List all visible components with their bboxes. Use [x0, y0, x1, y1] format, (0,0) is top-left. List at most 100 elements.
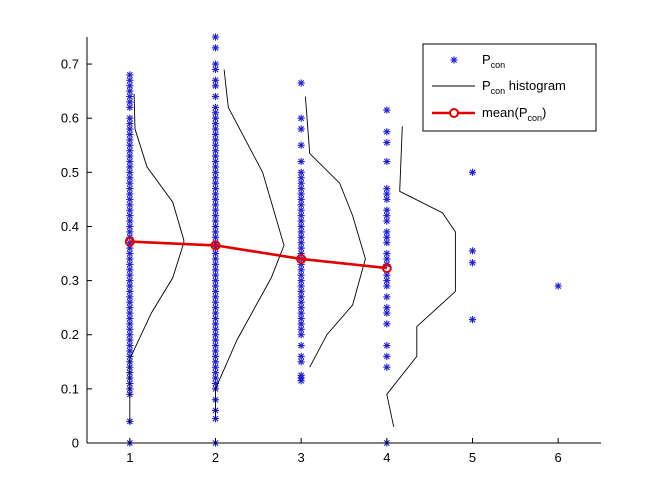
data-point — [126, 98, 134, 106]
data-point — [126, 271, 134, 279]
y-tick-label: 0.3 — [61, 273, 79, 288]
data-point — [383, 304, 391, 312]
data-point — [211, 347, 220, 355]
data-point — [126, 201, 134, 209]
data-point — [126, 152, 134, 160]
data-point — [383, 184, 391, 193]
legend-swatch-mean-marker — [449, 108, 459, 118]
mean-line — [129, 240, 387, 270]
y-tick-label: 0.1 — [61, 381, 79, 396]
data-point — [126, 287, 134, 296]
data-point — [211, 201, 220, 209]
data-point — [383, 293, 391, 301]
data-point — [211, 298, 220, 306]
data-point — [383, 352, 391, 360]
data-point — [383, 341, 391, 350]
legend: Pcon Pcon histogram mean(Pcon) — [422, 43, 597, 132]
data-point — [297, 125, 305, 133]
data-point — [383, 106, 391, 114]
data-point — [297, 179, 305, 187]
histogram-curve — [386, 126, 456, 427]
data-point — [211, 103, 220, 111]
mean-marker — [124, 236, 135, 247]
data-point — [211, 76, 220, 84]
data-point — [297, 217, 305, 225]
data-point — [211, 287, 220, 296]
data-point — [126, 255, 134, 263]
data-point — [383, 138, 391, 147]
histogram-curve — [129, 93, 185, 425]
data-point — [383, 363, 391, 371]
data-point — [297, 228, 305, 236]
data-point — [297, 371, 305, 379]
y-tick-label: 0 — [72, 436, 79, 451]
data-point — [297, 168, 305, 176]
data-point — [211, 60, 220, 68]
data-point — [211, 136, 220, 144]
x-tick-label: 3 — [298, 450, 305, 465]
data-point — [211, 190, 220, 198]
data-point — [126, 190, 134, 198]
plot-area — [124, 33, 562, 447]
data-point — [211, 325, 220, 333]
data-point — [126, 82, 134, 90]
y-tick-label: 0.5 — [61, 165, 79, 180]
data-point — [297, 141, 305, 149]
data-point — [211, 82, 220, 90]
y-tick-label: 0.2 — [61, 327, 79, 342]
data-point — [126, 114, 134, 122]
x-tick-label: 2 — [212, 450, 219, 465]
data-point — [126, 141, 134, 149]
data-point — [383, 228, 391, 236]
data-point — [126, 71, 134, 79]
data-point — [211, 44, 220, 52]
data-point — [297, 309, 305, 317]
data-point — [383, 212, 391, 220]
data-point — [126, 331, 134, 339]
data-point — [126, 282, 134, 290]
x-tick-label: 4 — [383, 450, 390, 465]
data-point — [126, 325, 134, 333]
y-tick-label: 0.7 — [61, 57, 79, 72]
data-point — [297, 114, 305, 122]
data-point — [297, 157, 305, 166]
data-point — [383, 128, 391, 136]
y-tick-label: 0.4 — [61, 219, 79, 234]
data-point — [383, 249, 391, 258]
axes: 1 2 3 4 5 6 0 0.1 0.2 0.3 0.4 0.5 0.6 0.7 — [61, 37, 601, 465]
data-point — [211, 358, 220, 366]
data-point — [211, 255, 220, 263]
legend-swatch-points — [450, 56, 458, 64]
data-point — [126, 277, 134, 285]
data-point — [297, 79, 305, 87]
x-tick-label: 5 — [469, 450, 476, 465]
x-tick-label: 1 — [126, 450, 133, 465]
data-point — [383, 320, 391, 328]
data-point — [383, 282, 391, 290]
data-point — [383, 157, 391, 166]
y-tick-label: 0.6 — [61, 111, 79, 126]
data-point — [126, 157, 134, 166]
legend-label: Pcon histogram — [482, 78, 566, 96]
legend-label: mean(Pcon) — [482, 105, 546, 123]
histogram-curve — [215, 69, 285, 419]
mean-marker — [210, 240, 221, 251]
data-point — [211, 92, 220, 101]
mean-marker — [381, 263, 392, 274]
data-point — [211, 336, 220, 344]
data-point — [126, 184, 134, 193]
mean-marker — [296, 253, 307, 264]
data-point — [554, 282, 562, 290]
data-point — [383, 206, 391, 214]
data-point — [211, 179, 220, 187]
data-point — [297, 304, 305, 312]
data-point — [468, 259, 477, 267]
data-point — [211, 277, 220, 285]
legend-label: Pcon — [482, 52, 505, 70]
histogram-curve — [304, 96, 366, 368]
data-point — [126, 76, 134, 84]
data-point — [297, 341, 305, 350]
data-point — [126, 260, 134, 268]
x-tick-label: 6 — [555, 450, 562, 465]
